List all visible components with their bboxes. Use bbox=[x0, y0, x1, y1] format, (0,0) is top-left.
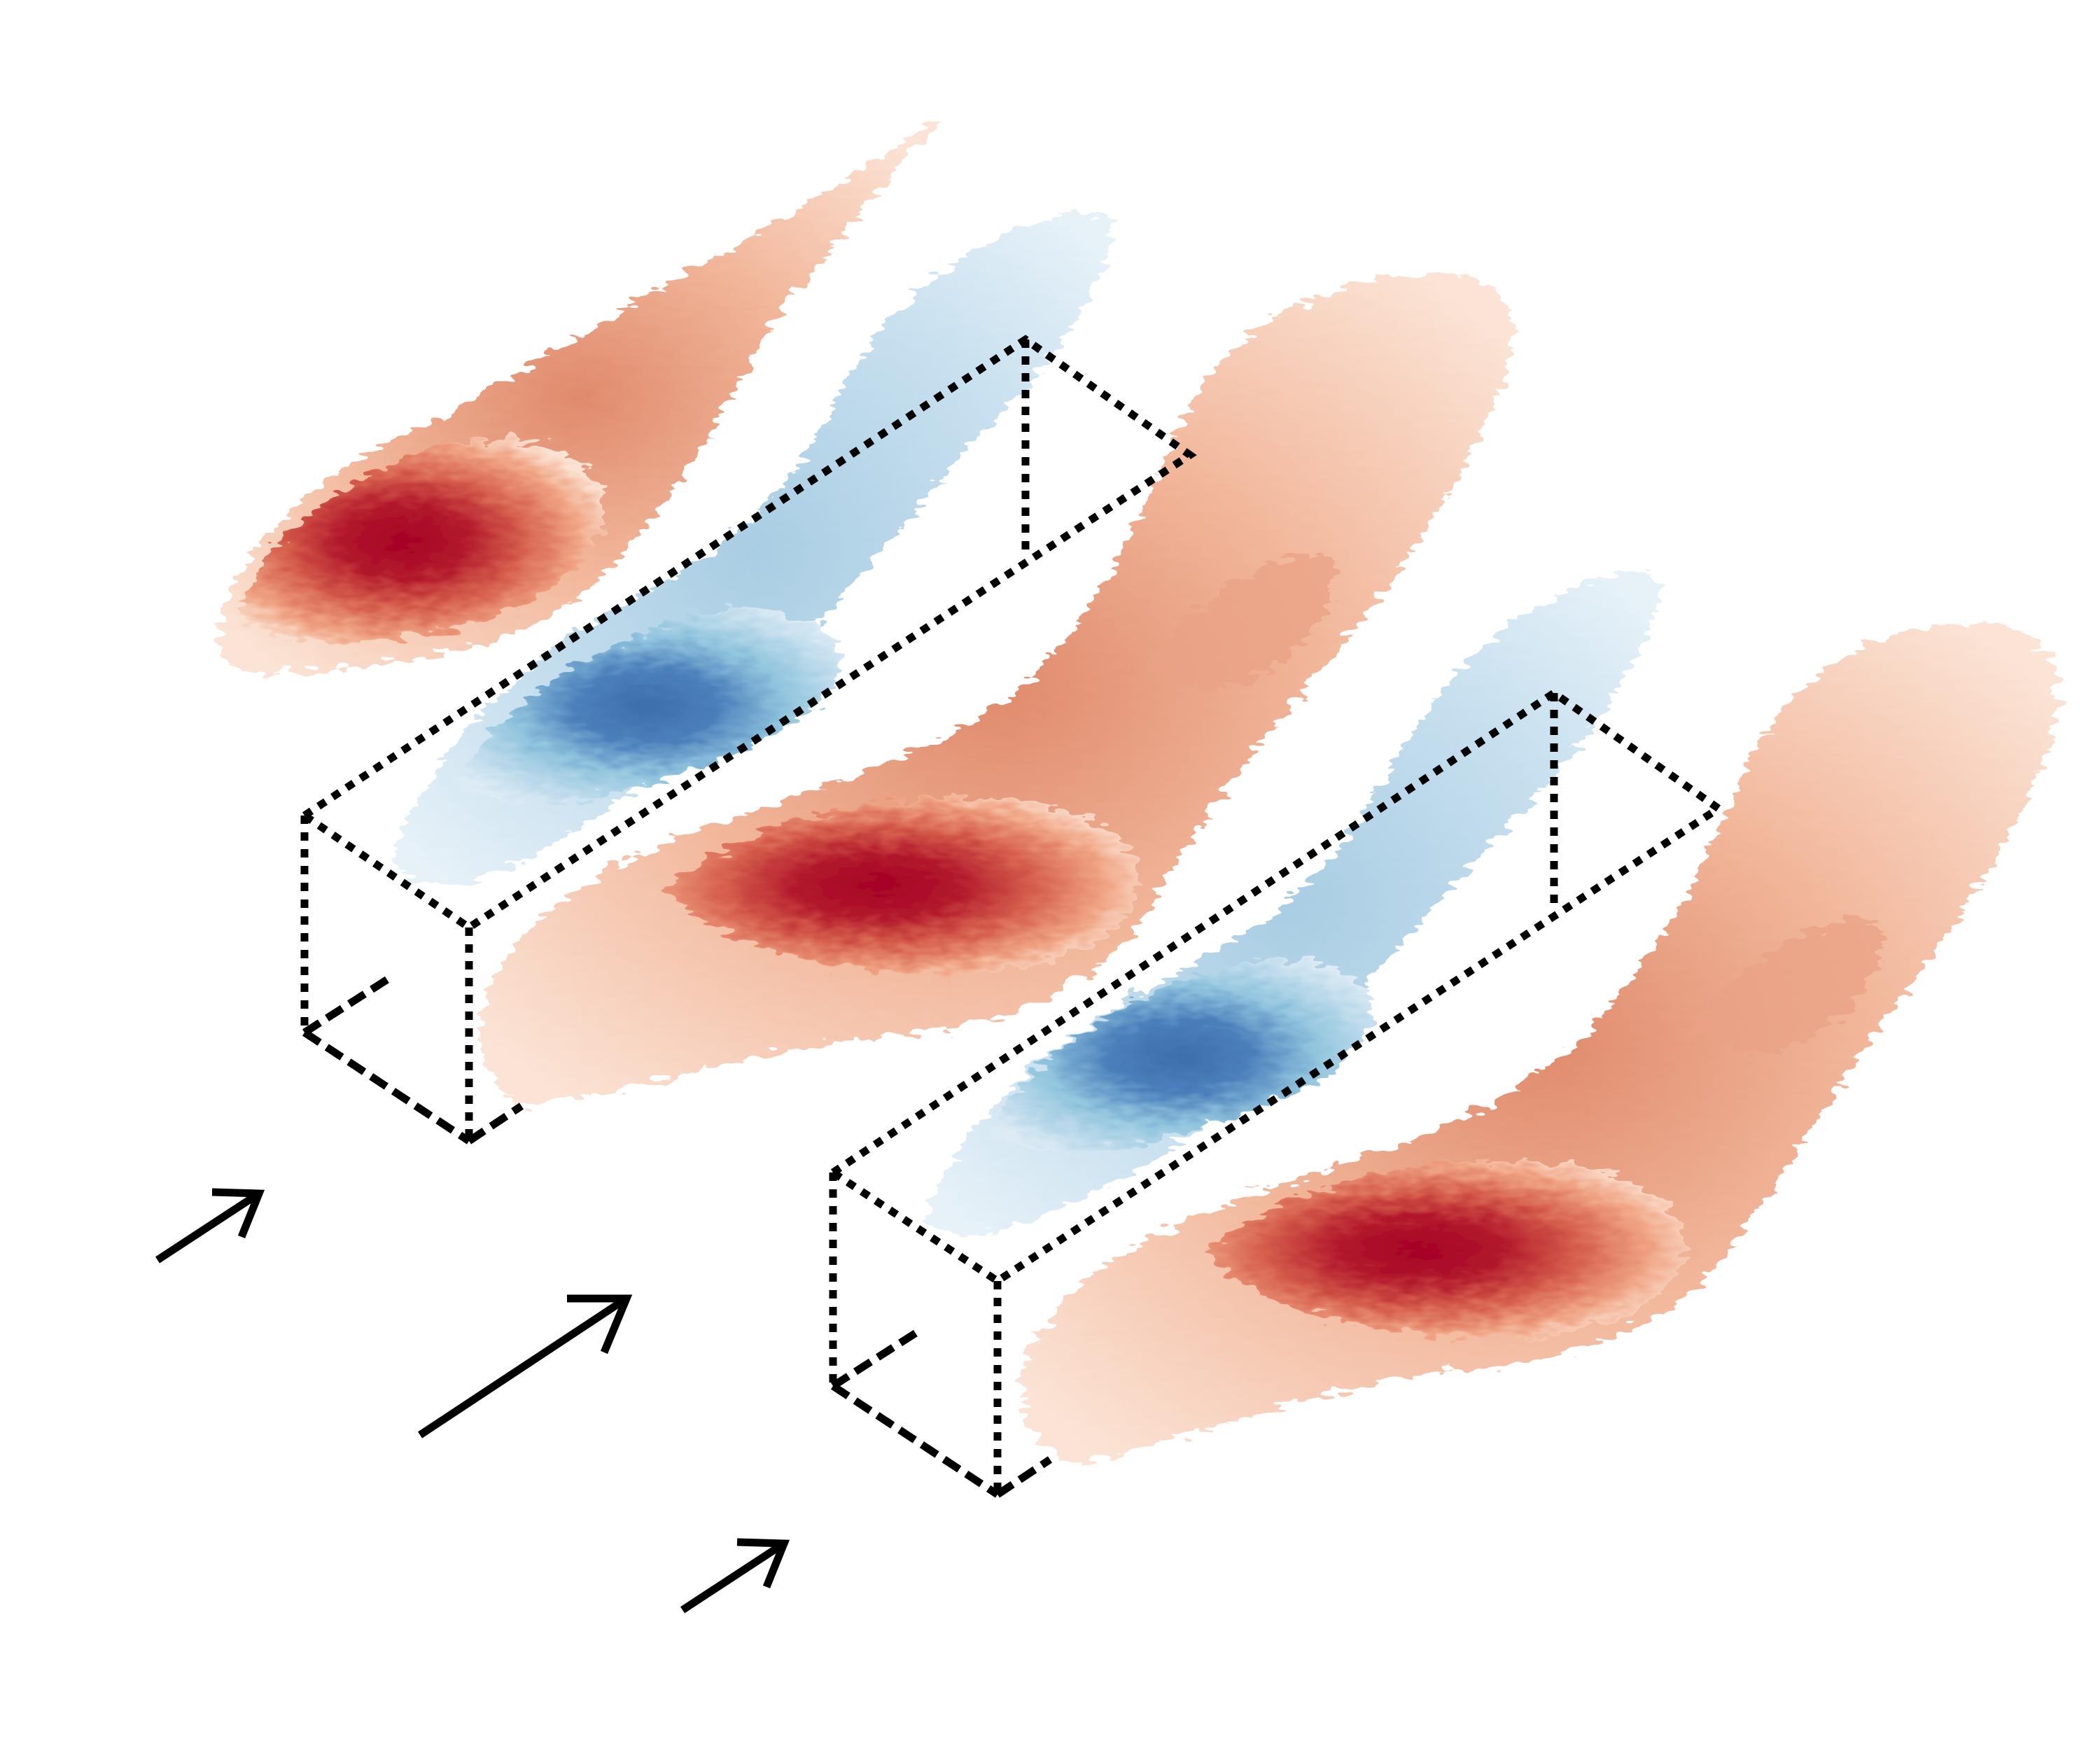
box-2-bottom-front-edge bbox=[830, 1382, 1000, 1498]
positive-structure-upper-left bbox=[218, 122, 938, 672]
box-2-bottom-right-edge bbox=[995, 1456, 1053, 1498]
inflow-arrow-3 bbox=[680, 1538, 790, 1614]
negative-structure-upper bbox=[392, 213, 1113, 884]
inflow-arrows bbox=[155, 1188, 790, 1614]
box-2-top-face bbox=[826, 688, 1726, 1286]
inflow-arrow-1 bbox=[155, 1188, 265, 1264]
box-1-bottom-right-edge bbox=[466, 1102, 524, 1144]
box-1-bottom-front-edge bbox=[302, 1029, 472, 1144]
positive-structure-lower-right bbox=[1021, 623, 2059, 1463]
box-2-bottom-back-edge bbox=[831, 1326, 923, 1390]
obstacle-box-2 bbox=[826, 688, 1726, 1498]
positive-structure-middle bbox=[479, 272, 1513, 1106]
box-1-top-face bbox=[298, 335, 1197, 932]
obstacle-box-1 bbox=[298, 335, 1197, 1144]
inflow-arrow-2 bbox=[417, 1294, 633, 1438]
negative-structure-lower bbox=[924, 571, 1660, 1236]
box-1-bottom-back-edge bbox=[302, 973, 394, 1036]
